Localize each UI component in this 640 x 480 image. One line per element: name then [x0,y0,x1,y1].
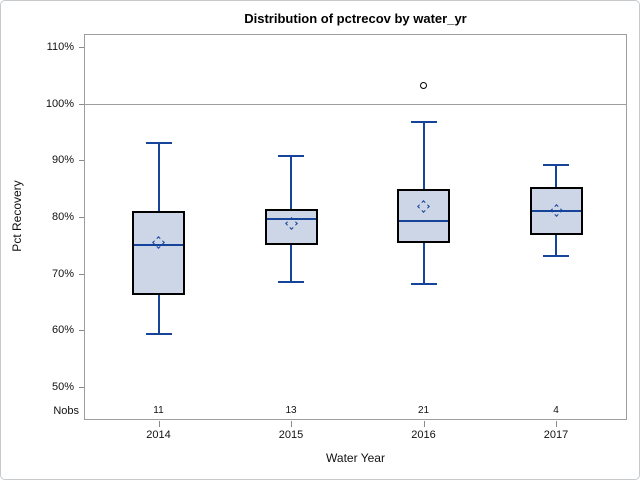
reference-line [84,104,627,105]
y-tick-mark [79,104,84,105]
y-tick-mark [79,387,84,388]
whisker-cap-bottom [410,283,437,286]
iqr-box [397,189,450,244]
whisker-cap-bottom [145,332,172,335]
y-tick-label: 50% [51,381,74,393]
y-tick-label: 80% [51,211,74,223]
iqr-box [132,210,185,296]
x-tick-label: 2014 [146,429,171,441]
nobs-value: 21 [417,405,430,416]
whisker-cap-bottom [543,254,569,257]
nobs-value: 4 [553,405,559,416]
whisker-cap-top [410,120,437,123]
y-tick-mark [79,330,84,331]
outlier-point [420,82,427,90]
x-tick-mark [158,421,160,427]
x-tick-mark [423,421,425,427]
whisker-cap-top [145,141,172,144]
y-tick-label: 60% [51,324,74,336]
x-axis-title: Water Year [326,451,385,465]
y-tick-mark [79,47,84,48]
x-tick-label: 2016 [411,429,436,441]
x-tick-label: 2015 [278,429,304,441]
y-tick-mark [79,274,84,275]
whisker-cap-top [278,155,304,158]
median-line [531,210,581,213]
whisker-cap-top [543,163,569,166]
x-tick-mark [556,421,557,427]
x-tick-mark [291,421,292,427]
x-tick-label: 2017 [543,429,569,441]
median-line [399,219,448,222]
y-axis-title: Pct Recovery [10,180,24,252]
y-tick-label: 70% [51,268,74,280]
chart-title: Distribution of pctrecov by water_yr [244,11,467,26]
y-tick-label: 100% [45,98,74,110]
median-line [134,244,183,247]
y-tick-label: 90% [51,154,74,166]
y-tick-mark [79,160,84,161]
nobs-row-label: Nobs [53,405,79,417]
nobs-value: 13 [285,405,297,416]
iqr-box [264,208,318,246]
median-line [266,218,316,221]
nobs-value: 11 [153,405,164,416]
y-tick-label: 110% [46,41,74,53]
whisker-cap-bottom [278,281,304,284]
y-tick-mark [79,217,84,218]
